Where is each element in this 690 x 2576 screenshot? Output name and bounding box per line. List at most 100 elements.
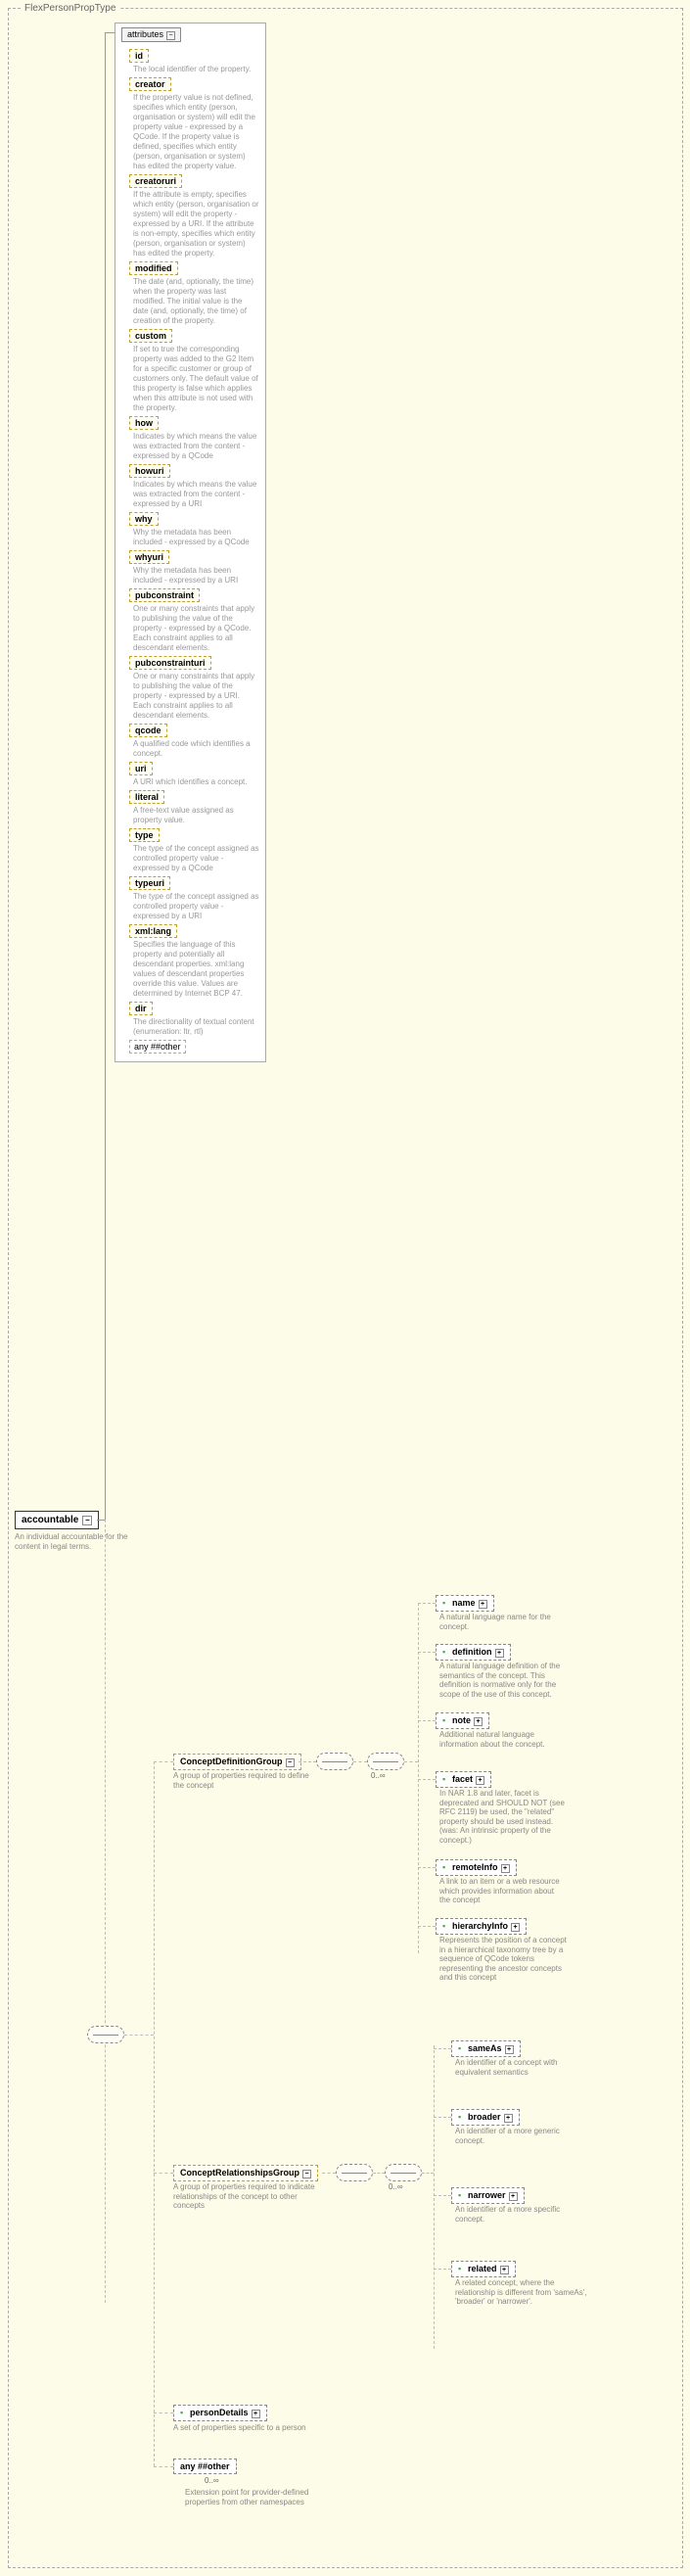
attr-name[interactable]: xml:lang — [129, 924, 177, 938]
attr-name[interactable]: uri — [129, 762, 153, 775]
attr-name[interactable]: creatoruri — [129, 174, 182, 188]
element-broader[interactable]: ▪broader+ — [451, 2109, 520, 2126]
attr-item-qcode: qcode A qualified code which identifies a… — [129, 724, 259, 759]
expand-icon[interactable]: + — [501, 1864, 510, 1873]
expand-icon[interactable]: + — [505, 2045, 514, 2054]
attr-name[interactable]: howuri — [129, 464, 170, 478]
expand-icon[interactable]: + — [252, 2410, 260, 2418]
attr-item-how: how Indicates by which means the value wa… — [129, 416, 259, 461]
attr-name[interactable]: pubconstraint — [129, 588, 200, 602]
element-desc: A natural language name for the concept. — [439, 1613, 567, 1631]
attr-name[interactable]: how — [129, 416, 159, 430]
sequence-def — [316, 1753, 353, 1770]
attr-desc: Why the metadata has been included - exp… — [133, 566, 259, 585]
expand-icon[interactable]: + — [500, 2266, 509, 2274]
tick-icon: ▪ — [442, 1647, 449, 1654]
attr-name[interactable]: why — [129, 512, 159, 526]
group-concept-definition[interactable]: ConceptDefinitionGroup− — [173, 1754, 301, 1770]
expand-icon[interactable]: + — [504, 2114, 513, 2123]
attributes-panel: attributes− id The local identifier of th… — [115, 23, 266, 1062]
attr-desc: The directionality of textual content (e… — [133, 1017, 259, 1037]
attr-desc: If the attribute is empty, specifies whi… — [133, 190, 259, 258]
element-remoteInfo[interactable]: ▪remoteInfo+ — [436, 1859, 517, 1876]
schema-diagram: FlexPersonPropType accountable− An indiv… — [8, 8, 683, 2568]
attr-desc: If the property value is not defined, sp… — [133, 93, 259, 171]
attr-item-creator: creator If the property value is not defi… — [129, 77, 259, 171]
sequence-def-inner — [367, 1753, 404, 1770]
attr-name[interactable]: pubconstrainturi — [129, 656, 211, 670]
tick-icon: ▪ — [442, 1921, 449, 1928]
expand-icon[interactable]: + — [511, 1923, 520, 1932]
tick-icon: ▪ — [458, 2112, 465, 2119]
attr-item-dir: dir The directionality of textual content… — [129, 1002, 259, 1037]
attr-desc: The type of the concept assigned as cont… — [133, 892, 259, 921]
attr-name[interactable]: modified — [129, 261, 178, 275]
tick-icon: ▪ — [458, 2043, 465, 2050]
attr-name[interactable]: custom — [129, 329, 172, 343]
attr-name[interactable]: dir — [129, 1002, 153, 1015]
element-desc: In NAR 1.8 and later, facet is deprecate… — [439, 1789, 572, 1846]
attr-name[interactable]: literal — [129, 790, 164, 804]
group-concept-relationships[interactable]: ConceptRelationshipsGroup− — [173, 2165, 318, 2181]
expand-icon[interactable]: − — [82, 1516, 92, 1525]
attr-desc: The date (and, optionally, the time) whe… — [133, 277, 259, 326]
element-sameAs[interactable]: ▪sameAs+ — [451, 2040, 521, 2057]
attr-desc: Indicates by which means the value was e… — [133, 432, 259, 461]
any-other-desc: Extension point for provider-defined pro… — [185, 2488, 332, 2506]
attr-item-type: type The type of the concept assigned as … — [129, 828, 259, 873]
root-desc: An individual accountable for the conten… — [15, 1532, 132, 1551]
element-narrower[interactable]: ▪narrower+ — [451, 2187, 525, 2204]
element-any-other: any ##other — [173, 2459, 237, 2474]
element-note[interactable]: ▪note+ — [436, 1712, 489, 1729]
element-desc: An identifier of a more generic concept. — [455, 2127, 587, 2145]
attr-desc: A free-text value assigned as property v… — [133, 806, 259, 825]
type-title: FlexPersonPropType — [21, 3, 119, 14]
attr-name[interactable]: type — [129, 828, 160, 842]
attr-desc: A qualified code which identifies a conc… — [133, 739, 259, 759]
element-name[interactable]: ▪name+ — [436, 1595, 494, 1612]
attr-desc: One or many constraints that apply to pu… — [133, 672, 259, 721]
root-element-accountable[interactable]: accountable− — [15, 1511, 99, 1529]
expand-icon[interactable]: + — [495, 1649, 504, 1658]
attributes-header[interactable]: attributes− — [121, 27, 181, 42]
attr-desc: A URI which identifies a concept. — [133, 777, 259, 787]
attr-item-pubconstraint: pubconstraintOne or many constraints tha… — [129, 588, 259, 653]
tick-icon: ▪ — [442, 1862, 449, 1869]
attr-name[interactable]: creator — [129, 77, 171, 91]
element-desc: An identifier of a more specific concept… — [455, 2205, 587, 2224]
expand-icon[interactable]: + — [479, 1600, 487, 1609]
attr-name[interactable]: typeuri — [129, 876, 170, 890]
element-hierarchyInfo[interactable]: ▪hierarchyInfo+ — [436, 1918, 527, 1935]
element-person-details[interactable]: ▪personDetails+ — [173, 2405, 267, 2421]
element-desc: A link to an item or a web resource whic… — [439, 1877, 567, 1905]
expand-icon[interactable]: − — [302, 2170, 311, 2178]
element-related[interactable]: ▪related+ — [451, 2261, 516, 2277]
expand-icon[interactable]: + — [476, 1776, 484, 1785]
any-count: 0..∞ — [205, 2476, 219, 2485]
attr-desc: Indicates by which means the value was e… — [133, 480, 259, 509]
attr-desc: The type of the concept assigned as cont… — [133, 844, 259, 873]
element-definition[interactable]: ▪definition+ — [436, 1644, 511, 1661]
attr-item-whyuri: whyuri Why the metadata has been included… — [129, 550, 259, 585]
element-desc: Additional natural language information … — [439, 1730, 567, 1749]
attr-item-id: id The local identifier of the property. — [129, 49, 259, 74]
attr-item-why: whyWhy the metadata has been included - … — [129, 512, 259, 547]
attr-item-custom: custom If set to true the corresponding p… — [129, 329, 259, 413]
attr-desc: If set to true the corresponding propert… — [133, 345, 259, 413]
attr-item-creatoruri: creatoruri If the attribute is empty, spe… — [129, 174, 259, 258]
tick-icon: ▪ — [458, 2190, 465, 2197]
expand-icon[interactable]: + — [509, 2192, 518, 2201]
element-desc: An identifier of a concept with equivale… — [455, 2058, 587, 2077]
expand-icon[interactable]: + — [474, 1717, 483, 1726]
attr-name[interactable]: id — [129, 49, 149, 63]
attr-desc: The local identifier of the property. — [133, 65, 259, 74]
attr-item-pubconstrainturi: pubconstrainturi One or many constraints … — [129, 656, 259, 721]
expand-icon[interactable]: − — [286, 1758, 295, 1767]
attr-name[interactable]: qcode — [129, 724, 167, 737]
element-facet[interactable]: ▪facet+ — [436, 1771, 491, 1788]
attr-item-xml:lang: xml:langSpecifies the language of this p… — [129, 924, 259, 999]
group-def-desc: A group of properties required to define… — [173, 1771, 320, 1790]
root-element-label: accountable — [22, 1515, 78, 1525]
attr-name[interactable]: whyuri — [129, 550, 169, 564]
collapse-icon[interactable]: − — [166, 31, 175, 40]
